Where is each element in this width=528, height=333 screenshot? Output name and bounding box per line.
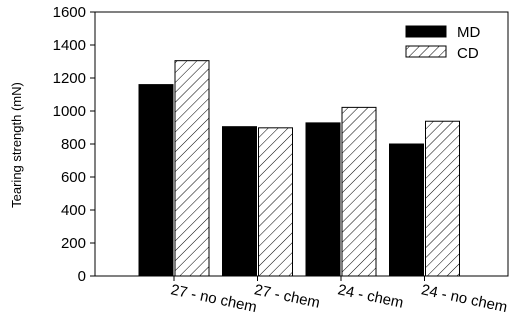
y-axis: 0 200 400 600 800 1000 1200 1400 1600	[53, 4, 95, 285]
bar-cd-3	[341, 106, 377, 277]
legend-label-cd: CD	[457, 45, 479, 62]
bar-cd-2	[258, 127, 293, 277]
y-tick-label: 800	[61, 136, 86, 153]
x-tick-label: 27 - no chem	[169, 281, 258, 316]
bar-md-2	[222, 126, 257, 277]
x-tick-label: 24 - chem	[336, 281, 405, 311]
y-tick-label: 400	[61, 202, 86, 219]
legend-label-md: MD	[457, 24, 480, 41]
x-tick-label: 27 - chem	[253, 281, 322, 311]
legend-swatch-md	[405, 25, 447, 38]
x-tick-label: 24 - no chem	[420, 281, 509, 316]
y-tick-label: 1600	[53, 4, 86, 21]
y-tick-label: 1400	[53, 37, 86, 54]
y-tick-label: 200	[61, 235, 86, 252]
bar-md-3	[305, 122, 341, 277]
bar-cd-4	[425, 120, 460, 277]
y-tick-label: 0	[78, 268, 86, 285]
legend-swatch-cd	[405, 45, 447, 58]
bar-cd-1	[174, 60, 210, 277]
y-tick-label: 600	[61, 169, 86, 186]
bar-md-4	[389, 143, 424, 277]
plot-area	[94, 11, 509, 277]
y-axis-title: Tearing strength (mN)	[9, 82, 24, 208]
legend: MD CD	[405, 24, 480, 62]
bar-md-1	[138, 84, 174, 277]
y-tick-label: 1200	[53, 70, 86, 87]
y-tick-label: 1000	[53, 103, 86, 120]
